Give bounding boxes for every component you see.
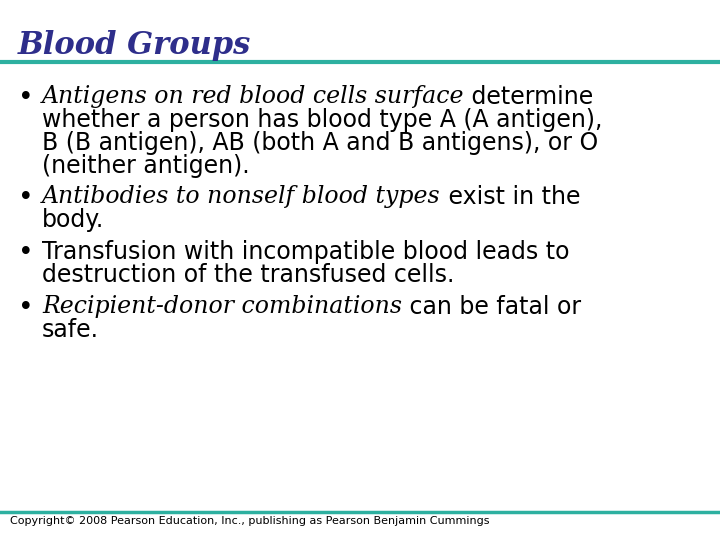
Text: Transfusion with incompatible blood leads to: Transfusion with incompatible blood lead… bbox=[42, 240, 570, 264]
Text: •: • bbox=[18, 240, 34, 266]
Text: (neither antigen).: (neither antigen). bbox=[42, 154, 250, 178]
Text: •: • bbox=[18, 185, 34, 211]
Text: Recipient-donor combinations: Recipient-donor combinations bbox=[42, 295, 402, 318]
Text: •: • bbox=[18, 85, 34, 111]
Text: can be fatal or: can be fatal or bbox=[402, 295, 581, 319]
Text: Blood Groups: Blood Groups bbox=[18, 30, 251, 61]
Text: determine: determine bbox=[464, 85, 594, 109]
Text: Antigens on red blood cells surface: Antigens on red blood cells surface bbox=[42, 85, 464, 108]
Text: body.: body. bbox=[42, 208, 104, 232]
Text: •: • bbox=[18, 295, 34, 321]
Text: exist in the: exist in the bbox=[441, 185, 580, 209]
Text: destruction of the transfused cells.: destruction of the transfused cells. bbox=[42, 263, 454, 287]
Text: whether a person has blood type A (A antigen),: whether a person has blood type A (A ant… bbox=[42, 108, 603, 132]
Text: safe.: safe. bbox=[42, 318, 99, 342]
Text: Copyright© 2008 Pearson Education, Inc., publishing as Pearson Benjamin Cummings: Copyright© 2008 Pearson Education, Inc.,… bbox=[10, 516, 490, 526]
Text: B (B antigen), AB (both A and B antigens), or O: B (B antigen), AB (both A and B antigens… bbox=[42, 131, 598, 155]
Text: Antibodies to nonself blood types: Antibodies to nonself blood types bbox=[42, 185, 441, 208]
